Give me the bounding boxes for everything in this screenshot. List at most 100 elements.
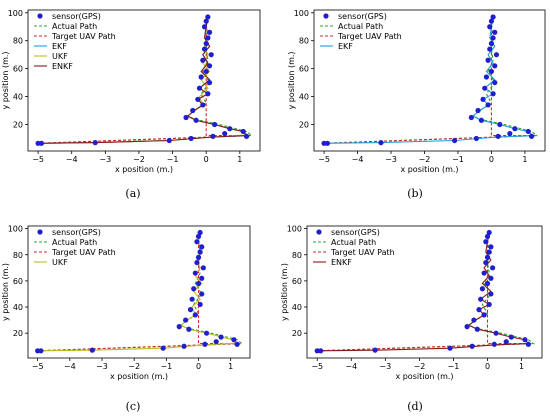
gps-point <box>191 286 197 292</box>
gps-point <box>196 85 203 91</box>
gps-point <box>38 348 44 354</box>
gps-point <box>203 40 209 47</box>
x-tick-label: −3 <box>379 362 391 371</box>
gps-point <box>206 79 213 86</box>
gps-point <box>193 117 199 123</box>
gps-point <box>488 244 494 250</box>
x-tick-label: −4 <box>352 155 364 164</box>
legend-label-actual: Actual Path <box>52 238 97 247</box>
gps-point <box>210 133 216 139</box>
x-axis-label: x position (m.) <box>115 165 173 174</box>
gps-point <box>529 133 535 139</box>
gps-point <box>190 107 196 114</box>
gps-point <box>176 324 182 330</box>
panel-caption: (d) <box>407 400 423 413</box>
panel-caption: (b) <box>407 187 423 200</box>
series-group <box>314 229 536 354</box>
panel-caption: (c) <box>126 400 141 413</box>
series-line-actual <box>317 231 536 352</box>
gps-point <box>200 102 206 108</box>
gps-point <box>201 46 208 52</box>
gps-point <box>484 254 491 260</box>
gps-point <box>199 244 205 250</box>
gps-point <box>488 18 495 24</box>
x-axis-label: x position (m.) <box>110 372 168 381</box>
gps-point <box>488 291 494 297</box>
plot-frame <box>27 225 251 359</box>
panel-caption: (a) <box>125 187 140 200</box>
x-tick-label: −1 <box>167 155 179 164</box>
x-tick-label: 1 <box>228 362 233 371</box>
gps-point <box>483 74 490 80</box>
y-axis-label: y position (m.) <box>1 51 10 109</box>
x-tick-label: 0 <box>196 362 201 371</box>
gps-point <box>234 341 240 347</box>
y-tick-label: 80 <box>299 37 309 46</box>
gps-point <box>490 35 496 41</box>
gps-point <box>318 348 324 354</box>
gps-point <box>208 52 214 58</box>
gps-point <box>495 133 501 139</box>
x-axis-label: x position (m.) <box>400 165 458 174</box>
gps-point <box>195 254 202 260</box>
gps-point <box>475 107 481 114</box>
series-line-target <box>323 15 536 144</box>
gps-point <box>508 334 514 340</box>
legend-label-ukf: UKF <box>52 52 68 61</box>
gps-point <box>480 96 486 102</box>
gps-point <box>199 275 205 281</box>
gps-point <box>203 330 210 336</box>
gps-point <box>482 85 488 91</box>
y-axis-label: y position (m.) <box>280 263 289 321</box>
plot-frame <box>313 9 546 152</box>
plot-frame <box>27 9 261 152</box>
gps-point <box>490 14 496 20</box>
legend-label-actual: Actual Path <box>331 238 376 247</box>
gps-point <box>485 102 491 108</box>
y-tick-label: 80 <box>13 37 23 46</box>
gps-point <box>192 270 198 276</box>
y-axis-label: y position (m.) <box>287 51 296 109</box>
gps-point <box>488 40 495 47</box>
gps-point <box>205 91 211 97</box>
gps-point <box>488 275 494 281</box>
y-tick-label: 20 <box>292 329 302 338</box>
gps-point <box>189 296 195 302</box>
series-group <box>35 14 254 146</box>
legend-marker-gps <box>37 229 43 235</box>
gps-point <box>481 312 487 318</box>
gps-point <box>471 317 477 323</box>
gps-point <box>478 296 484 302</box>
gps-point <box>203 68 209 75</box>
x-tick-label: −2 <box>413 362 425 371</box>
gps-point <box>92 140 98 146</box>
gps-point <box>222 130 228 137</box>
gps-point <box>89 347 95 353</box>
gps-point <box>183 114 189 121</box>
x-tick-label: 0 <box>485 362 490 371</box>
gps-point <box>181 343 187 349</box>
legend-label-ukf: UKF <box>52 258 68 267</box>
gps-point <box>160 345 166 351</box>
y-tick-label: 60 <box>13 277 23 286</box>
y-tick-label: 20 <box>299 120 309 129</box>
legend-marker-gps <box>323 13 329 19</box>
gps-point <box>231 337 237 343</box>
y-tick-label: 100 <box>8 225 23 234</box>
gps-point <box>525 341 531 347</box>
y-tick-label: 80 <box>13 251 23 260</box>
plot-frame <box>306 225 543 359</box>
panel-c: −5 −4 −3 −2 −1 0 1 20 40 60 80 100 x position (m.) y … <box>1 225 251 413</box>
gps-point <box>497 121 503 128</box>
gps-point <box>198 74 204 80</box>
gps-point <box>490 91 496 97</box>
gps-point <box>187 307 194 313</box>
x-tick-label: 0 <box>489 155 494 164</box>
gps-point <box>243 133 250 139</box>
gps-point <box>484 233 491 240</box>
gps-point <box>192 312 198 318</box>
x-tick-label: −5 <box>318 155 330 164</box>
gps-point <box>491 341 497 347</box>
panel-b: −5 −4 −3 −2 −1 0 1 20 40 60 80 100 x position (m.) y … <box>287 9 546 200</box>
gps-point <box>507 130 513 137</box>
